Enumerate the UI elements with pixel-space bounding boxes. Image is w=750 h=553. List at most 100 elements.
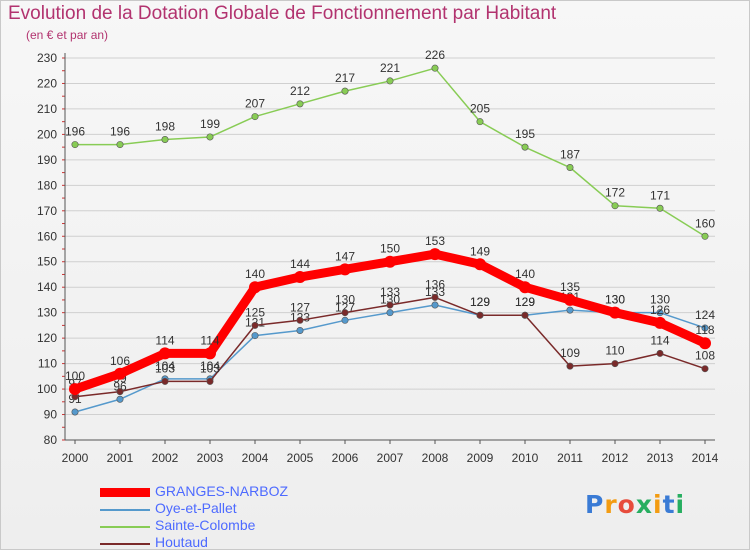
legend-label: GRANGES-NARBOZ: [155, 483, 289, 499]
data-point: [386, 309, 394, 317]
y-tick-label: 120: [37, 331, 57, 345]
data-label: 196: [110, 125, 130, 139]
data-point: [431, 64, 439, 72]
data-point: [699, 337, 711, 350]
data-label: 199: [200, 117, 220, 131]
legend-swatch: [100, 509, 150, 511]
data-label: 140: [515, 267, 535, 281]
x-tick-label: 2009: [467, 451, 494, 465]
y-tick-label: 160: [37, 229, 57, 243]
data-point: [296, 316, 304, 324]
data-point: [519, 281, 531, 294]
x-tick-label: 2008: [422, 451, 449, 465]
data-point: [564, 293, 576, 306]
data-label: 129: [515, 295, 535, 309]
data-point: [116, 141, 124, 149]
legend-swatch: [100, 543, 150, 545]
data-point: [476, 118, 484, 126]
data-point: [656, 204, 664, 212]
data-label: 114: [650, 333, 669, 347]
data-point: [656, 309, 664, 317]
data-label: 136: [425, 277, 445, 291]
data-label: 126: [650, 303, 670, 317]
proxiti-logo: Proxiti: [585, 490, 686, 519]
legend-label: Oye-et-Pallet: [155, 500, 237, 516]
data-point: [296, 326, 304, 334]
data-point: [116, 395, 124, 403]
data-point: [654, 316, 666, 329]
data-label: 140: [245, 267, 265, 281]
legend-swatch: [100, 526, 150, 528]
data-label: 135: [560, 280, 580, 294]
data-label: 150: [380, 242, 400, 256]
legend-label: Houtaud: [155, 534, 208, 550]
chart-title: Evolution de la Dotation Globale de Fonc…: [8, 3, 557, 24]
data-label: 108: [695, 349, 715, 363]
chart-subtitle: (en € et par an): [26, 28, 109, 42]
data-label: 130: [335, 293, 355, 307]
data-label: 114: [155, 333, 174, 347]
y-tick-label: 180: [37, 178, 57, 192]
y-tick-label: 210: [37, 102, 57, 116]
data-label: 103: [200, 361, 220, 375]
data-label: 104: [155, 359, 175, 373]
data-point: [521, 143, 529, 151]
data-label: 217: [335, 71, 355, 85]
data-label: 109: [560, 346, 580, 360]
data-label: 147: [335, 249, 355, 263]
data-point: [384, 255, 396, 268]
data-point: [429, 248, 441, 261]
data-point: [431, 293, 439, 301]
data-point: [609, 306, 621, 319]
data-label: 124: [695, 308, 715, 322]
data-point: [206, 133, 214, 141]
data-label: 110: [605, 344, 624, 358]
data-point: [701, 365, 709, 373]
data-label: 144: [290, 257, 310, 271]
data-label: 226: [425, 48, 445, 62]
data-point: [386, 77, 394, 85]
x-tick-label: 2007: [377, 451, 404, 465]
data-label: 106: [110, 354, 130, 368]
data-point: [296, 100, 304, 108]
y-tick-label: 80: [44, 433, 58, 447]
data-point: [566, 362, 574, 370]
data-label: 129: [470, 295, 490, 309]
data-point: [566, 164, 574, 172]
x-tick-label: 2001: [107, 451, 134, 465]
x-tick-label: 2014: [692, 451, 719, 465]
data-label: 153: [425, 234, 445, 248]
data-label: 207: [245, 97, 265, 111]
data-point: [341, 309, 349, 317]
x-tick-label: 2002: [152, 451, 179, 465]
data-label: 104: [200, 359, 220, 373]
x-tick-label: 2011: [557, 451, 583, 465]
data-point: [116, 388, 124, 396]
data-label: 187: [560, 148, 580, 162]
data-label: 130: [605, 293, 625, 307]
data-label: 205: [470, 102, 490, 116]
x-tick-label: 2005: [287, 451, 314, 465]
data-point: [339, 263, 351, 276]
data-label: 171: [650, 188, 670, 202]
y-tick-label: 110: [38, 357, 57, 371]
data-label: 127: [335, 300, 355, 314]
data-point: [386, 301, 394, 309]
data-point: [249, 281, 261, 294]
x-tick-label: 2004: [242, 451, 269, 465]
y-tick-label: 190: [37, 153, 57, 167]
data-point: [204, 347, 216, 360]
data-label: 129: [470, 295, 490, 309]
data-point: [566, 306, 574, 314]
data-point: [341, 87, 349, 95]
data-point: [251, 332, 259, 340]
data-label: 118: [695, 323, 714, 337]
data-label: 212: [290, 84, 310, 98]
data-label: 103: [155, 361, 175, 375]
data-point: [161, 135, 169, 143]
data-point: [71, 408, 79, 416]
x-tick-label: 2006: [332, 451, 359, 465]
data-point: [611, 202, 619, 210]
x-tick-label: 2012: [602, 451, 629, 465]
